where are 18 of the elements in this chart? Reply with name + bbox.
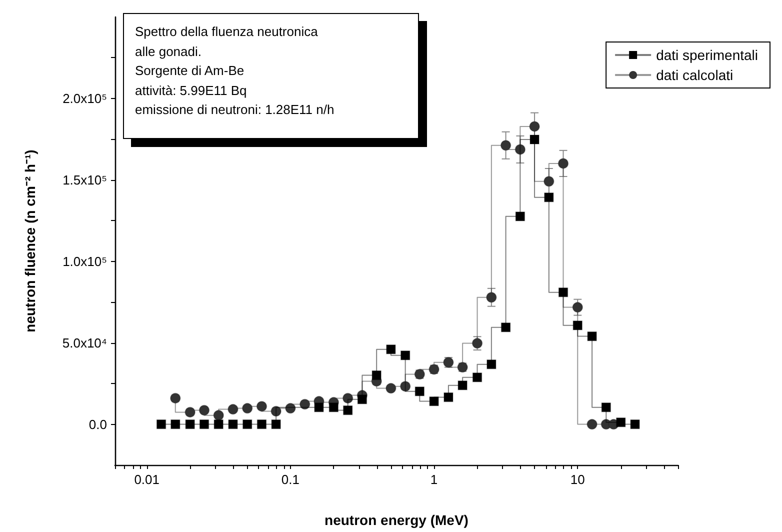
annotation: Spettro della fluenza neutronica: [135, 23, 319, 41]
legend-label: dati calcolati: [656, 67, 734, 83]
y-tick-label: 1.5x10⁵: [62, 172, 107, 188]
y-axis-title: neutron fluence (n cm⁻² h⁻¹): [22, 150, 38, 332]
y-tick-label: 0.0: [88, 416, 107, 432]
y-tick-label: 5.0x10⁴: [62, 335, 107, 350]
x-tick-label: 10: [570, 472, 585, 487]
x-tick-label: 1: [430, 472, 438, 487]
annotation: alle gonadi.: [135, 42, 202, 61]
x-tick-label: 0.01: [134, 472, 160, 487]
y-tick-label: 2.0x10⁵: [62, 90, 107, 106]
annotation: emissione di neutroni: 1.28E11 n/h: [135, 101, 336, 119]
x-tick-label: 0.1: [281, 472, 300, 487]
annotation: Sorgente di Am-Be: [135, 62, 246, 80]
annotation: attività: 5.99E11 Bq: [135, 82, 248, 100]
x-axis-title: neutron energy (MeV): [324, 512, 468, 528]
legend-label: dati sperimentali: [656, 47, 758, 63]
y-tick-label: 1.0x10⁵: [62, 254, 107, 269]
